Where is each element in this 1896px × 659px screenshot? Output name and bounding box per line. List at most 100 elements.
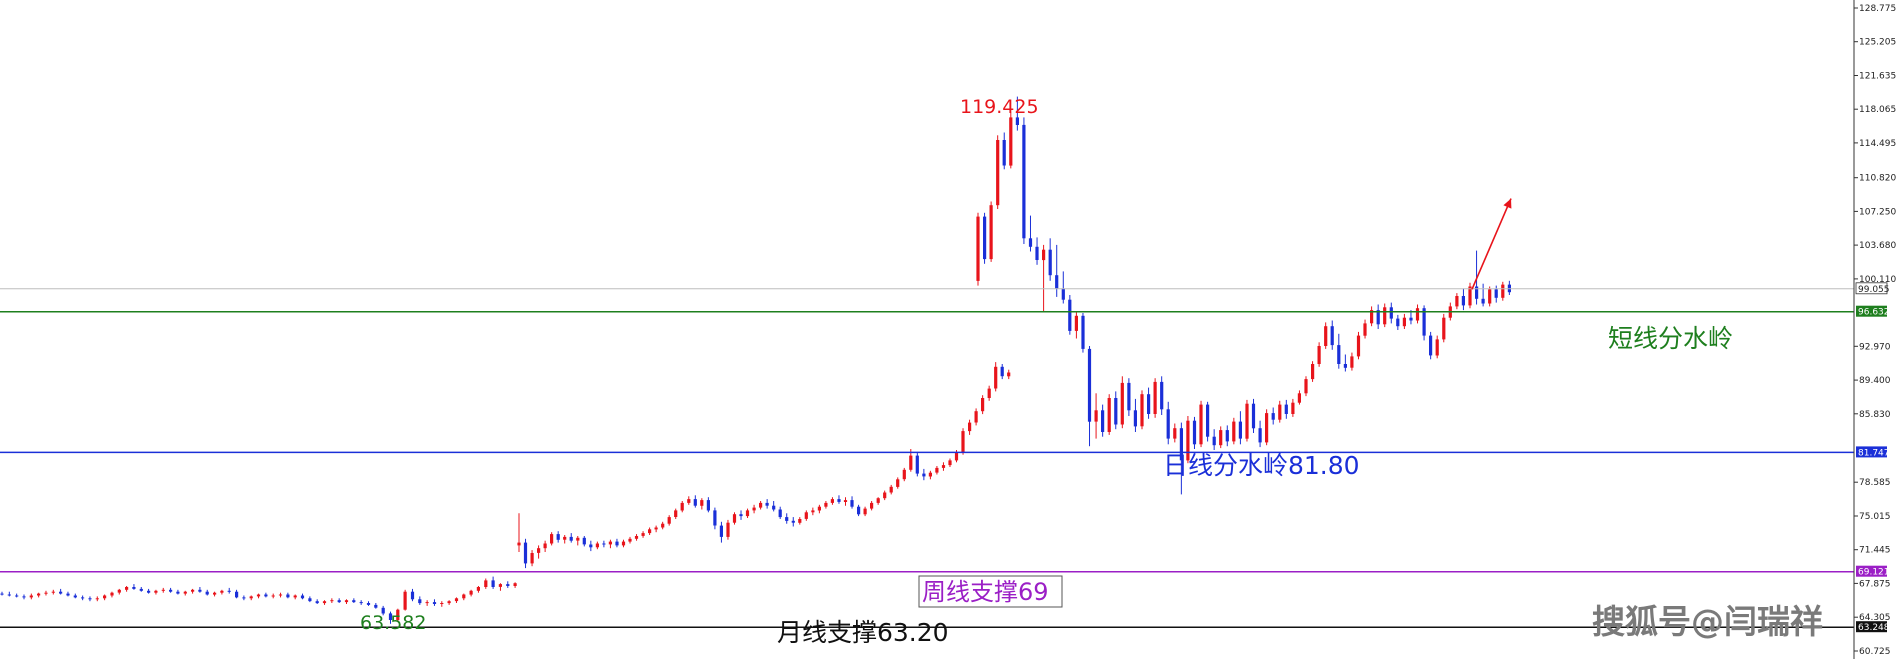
- candle-body: [902, 469, 906, 480]
- candle-body: [169, 589, 173, 592]
- candle-body: [602, 543, 606, 545]
- candle-body: [1337, 345, 1341, 364]
- candle-body: [850, 500, 854, 507]
- candle-body: [759, 502, 763, 508]
- candle-body: [1284, 404, 1288, 414]
- candle-body: [569, 536, 573, 541]
- candle-body: [403, 591, 407, 610]
- candle-body: [889, 486, 893, 493]
- candle-body: [830, 499, 834, 503]
- candle-body: [778, 509, 782, 518]
- candle-body: [628, 538, 632, 542]
- candle-body: [396, 609, 400, 621]
- candle-body: [1140, 394, 1144, 427]
- candle-body: [1094, 410, 1098, 422]
- candle-body: [37, 593, 41, 596]
- y-tick-label: 125.205: [1859, 38, 1896, 48]
- candle-body: [1324, 326, 1328, 346]
- candle-body: [687, 499, 691, 503]
- candle-body: [517, 542, 521, 546]
- candle-body: [95, 598, 99, 600]
- candle-body: [22, 596, 26, 598]
- candle-body: [1081, 315, 1085, 349]
- candle-body: [491, 580, 495, 587]
- y-tick-label: 118.065: [1859, 105, 1896, 115]
- forecast-arrow-head: [1503, 198, 1512, 209]
- candle-body: [308, 598, 312, 602]
- y-tick-label: 128.775: [1859, 4, 1896, 14]
- candle-body: [476, 587, 480, 591]
- candle-body: [1396, 318, 1400, 327]
- weekly-support-label: 周线支撑69: [922, 578, 1049, 606]
- candle-body: [1455, 296, 1459, 307]
- candle-body: [1009, 117, 1013, 166]
- watermark: 搜狐号@闫瑞祥: [1592, 602, 1823, 641]
- candle-body: [183, 591, 187, 594]
- candle-body: [1481, 298, 1485, 304]
- y-tick-label: 67.875: [1859, 579, 1891, 589]
- candle-body: [621, 541, 626, 546]
- candle-body: [359, 602, 363, 604]
- candle-body: [88, 598, 92, 600]
- candle-body: [1232, 421, 1236, 442]
- candle-body: [374, 604, 378, 608]
- daily-watershed-tag: [1856, 446, 1887, 458]
- candle-body: [315, 601, 319, 604]
- candle-body: [1206, 404, 1210, 437]
- candle-body: [837, 499, 841, 502]
- candle-body: [523, 542, 528, 564]
- candle-body: [227, 590, 231, 592]
- candle-body: [537, 548, 541, 553]
- y-tick-label: 89.400: [1859, 376, 1891, 386]
- candles-layer: [0, 96, 1511, 624]
- candle-body: [550, 534, 554, 544]
- short-term-watershed-tag: [1856, 305, 1887, 317]
- candle-body: [824, 502, 828, 507]
- candle-body: [667, 517, 671, 524]
- candle-body: [410, 591, 415, 600]
- candle-body: [811, 510, 815, 513]
- annotations-layer: 119.425 63.582 短线分水岭 日线分水岭81.80 周线支撑69 月…: [360, 96, 1823, 647]
- candle-body: [1370, 310, 1374, 324]
- candle-body: [896, 479, 900, 487]
- candle-body: [726, 522, 730, 537]
- weekly-support-box: [918, 575, 1063, 608]
- candle-body: [300, 595, 305, 599]
- candle-body: [191, 589, 195, 592]
- candle-body: [51, 591, 55, 593]
- candle-body: [1265, 413, 1269, 443]
- candle-body: [1002, 140, 1006, 166]
- candle-body: [1048, 249, 1052, 276]
- candle-body: [582, 537, 586, 545]
- candle-body: [117, 589, 121, 593]
- candle-body: [286, 594, 290, 598]
- candle-body: [1173, 428, 1177, 439]
- candle-body: [498, 584, 502, 587]
- candle-body: [440, 603, 444, 604]
- candle-body: [125, 587, 129, 590]
- candle-body: [1061, 288, 1065, 300]
- candle-body: [981, 398, 985, 412]
- candle-body: [432, 602, 437, 604]
- y-tick-label: 121.635: [1859, 72, 1896, 82]
- candle-body: [817, 506, 821, 511]
- candle-body: [198, 589, 202, 592]
- candle-body: [1186, 420, 1190, 461]
- candle-body: [1435, 339, 1439, 356]
- candle-body: [29, 595, 33, 598]
- candle-body: [1107, 398, 1111, 432]
- candle-body: [1042, 249, 1046, 261]
- candle-body: [176, 591, 180, 594]
- candle-body: [1297, 393, 1301, 403]
- candle-body: [1402, 317, 1406, 327]
- candle-body: [1245, 403, 1249, 439]
- candle-body: [1147, 394, 1151, 414]
- candle-body: [1422, 308, 1426, 336]
- candle-body: [680, 502, 684, 511]
- candle-body: [330, 600, 334, 602]
- candle-body: [425, 602, 429, 604]
- candle-body: [615, 541, 619, 546]
- y-tick-label: 85.830: [1859, 410, 1891, 420]
- candle-body: [1015, 117, 1019, 125]
- candle-body: [765, 502, 769, 506]
